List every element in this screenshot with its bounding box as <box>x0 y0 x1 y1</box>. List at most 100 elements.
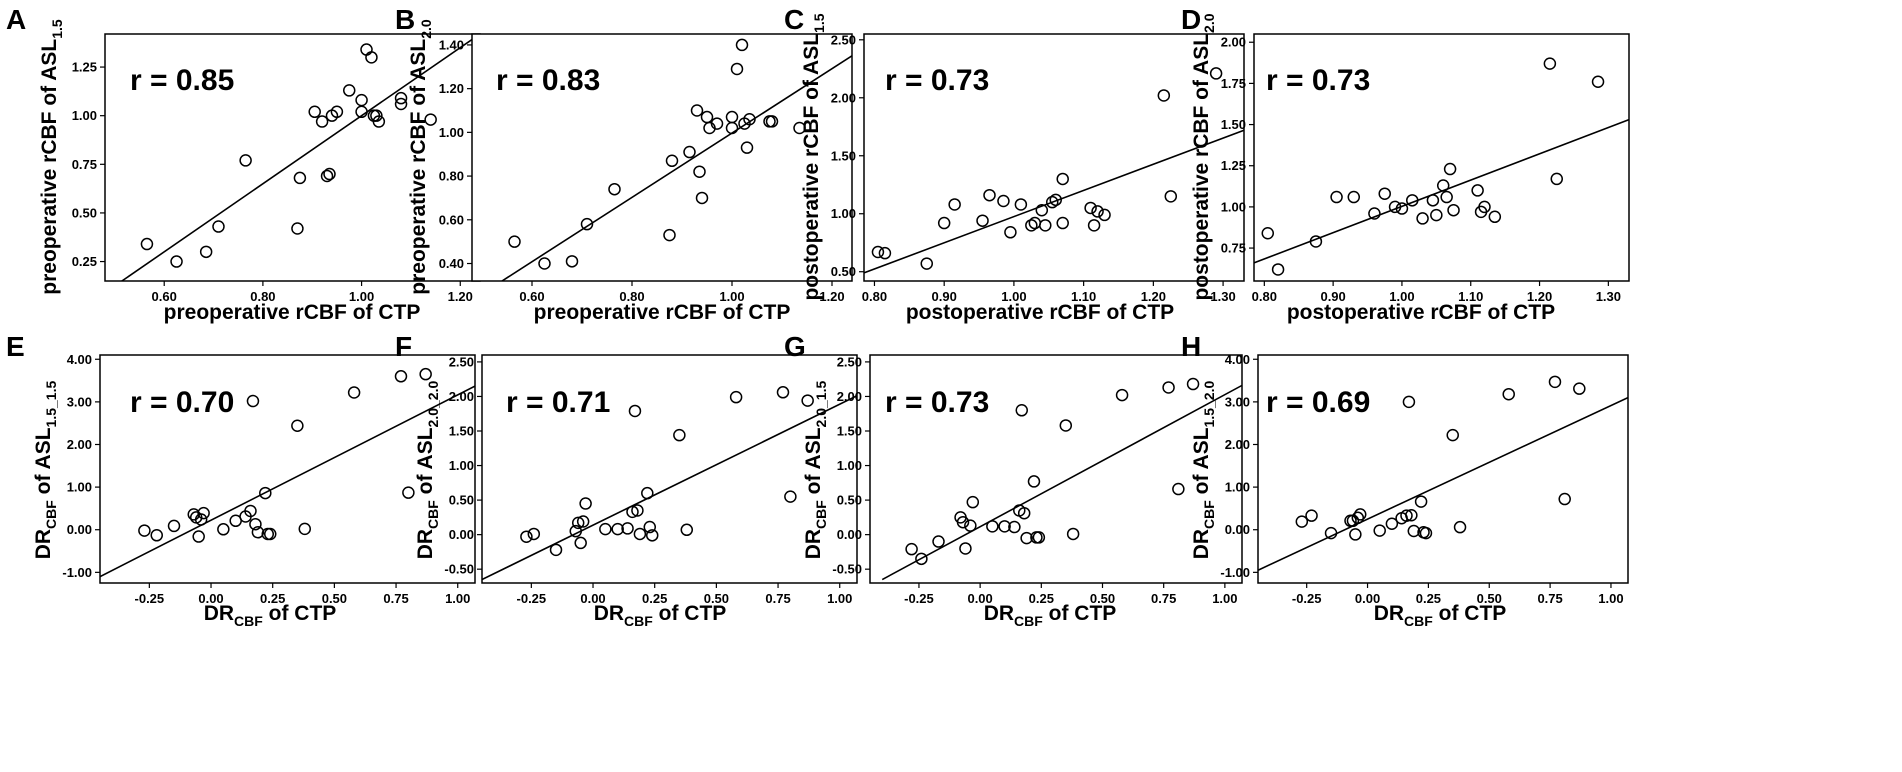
data-point <box>1004 226 1017 239</box>
x-tick-label: -0.25 <box>1292 591 1322 606</box>
data-point <box>394 91 408 105</box>
y-tick-label: 0.25 <box>72 254 97 269</box>
y-axis-title-sub2: 2.0_1.5 <box>813 381 829 428</box>
y-axis-title-main: postoperative rCBF of ASL <box>800 33 823 301</box>
data-point <box>729 390 743 404</box>
x-tick-label: -0.25 <box>517 591 547 606</box>
data-point <box>170 255 183 268</box>
y-tick-label: 1.50 <box>1221 117 1246 132</box>
data-point <box>291 419 304 432</box>
x-tick-label: 0.80 <box>862 289 887 304</box>
data-point <box>1056 216 1069 230</box>
panel-h: H -0.25 0.00 0.25 0.50 0.75 1.00 -1.00 0.00 1.00… <box>1181 331 1629 629</box>
data-point <box>1172 482 1185 496</box>
data-point <box>599 522 612 536</box>
data-point <box>1098 208 1111 222</box>
x-tick-label: 0.80 <box>1252 289 1277 304</box>
data-point <box>1015 404 1028 417</box>
data-point <box>986 520 999 533</box>
x-axis-title-tail: of CTP <box>1433 602 1507 625</box>
data-point <box>263 527 277 541</box>
y-axis-title-main: preoperative rCBF of ASL <box>38 39 61 295</box>
plot-area: -0.25 0.00 0.25 0.50 0.75 1.00 -1.00 0.00 1.00 2.… <box>1220 352 1628 606</box>
x-axis-title-main: DR <box>984 602 1014 625</box>
data-point <box>1164 190 1178 203</box>
y-tick-label: 0.75 <box>72 157 97 172</box>
panel-f: F -0.25 0.00 0.25 0.50 0.75 1.00 -0.50 0.00 0.50… <box>395 331 858 629</box>
data-point <box>683 145 696 159</box>
y-tick-label: 2.00 <box>837 389 862 404</box>
data-point <box>920 257 934 270</box>
data-point <box>394 370 408 383</box>
y-axis-title: postoperative rCBF of ASL2.0 <box>1190 13 1217 300</box>
data-point <box>626 505 639 519</box>
data-point <box>1453 520 1467 534</box>
data-point <box>643 520 657 534</box>
plot-area: 0.60 0.80 1.00 1.20 0.25 0.50 0.75 1.00 1.25 <box>72 34 480 304</box>
x-tick-label: 1.20 <box>448 289 473 304</box>
data-point <box>549 543 563 557</box>
y-tick-label: 2.00 <box>831 90 856 105</box>
x-axis-title-tail: of CTP <box>263 602 337 625</box>
y-tick-label: 2.50 <box>831 32 856 47</box>
y-axis-title: preoperative rCBF of ASL2.0 <box>407 19 434 295</box>
data-point <box>394 97 408 111</box>
data-point <box>1471 184 1484 197</box>
data-point <box>1558 492 1571 506</box>
data-point <box>693 165 706 178</box>
y-axis-title-main: preoperative rCBF of ASL <box>407 39 430 295</box>
plot-area: 0.80 0.90 1.00 1.10 1.20 1.30 0.50 1.00 1.50 2.00… <box>831 32 1244 304</box>
data-point <box>1017 506 1031 520</box>
y-tick-label: 1.40 <box>439 37 464 52</box>
data-point <box>633 527 647 541</box>
panel-letter: F <box>395 331 412 362</box>
y-axis-title: DRCBF of ASL1.5_1.5 <box>32 381 59 560</box>
data-point <box>1378 187 1391 200</box>
data-point <box>801 394 814 407</box>
correlation-label: r = 0.73 <box>1266 64 1370 97</box>
data-point <box>1330 190 1343 204</box>
data-point <box>527 527 541 541</box>
y-tick-label: 1.00 <box>72 108 97 123</box>
x-tick-label: 0.50 <box>1090 591 1115 606</box>
x-tick-label: 0.50 <box>1477 591 1502 606</box>
y-axis-title-sub2: 1.5_2.0 <box>1201 381 1217 428</box>
data-point <box>246 394 260 408</box>
y-tick-label: 1.00 <box>439 125 464 140</box>
data-point <box>997 194 1010 208</box>
data-point <box>680 523 694 537</box>
y-tick-label: 1.00 <box>831 206 856 221</box>
y-tick-label: 2.00 <box>449 389 474 404</box>
x-axis-title-main: DR <box>204 602 234 625</box>
panel-e: E -0.25 0.00 0.25 0.50 0.75 1.00 -1.00 0.00 1.00… <box>6 331 476 629</box>
data-point <box>1395 202 1409 215</box>
regression-line <box>501 55 852 281</box>
correlation-label: r = 0.70 <box>130 386 234 419</box>
x-tick-label: -0.25 <box>135 591 165 606</box>
x-tick-label: 1.00 <box>827 591 852 606</box>
x-tick-label: 0.25 <box>1029 591 1054 606</box>
y-tick-label: 2.50 <box>837 354 862 369</box>
y-tick-label: 0.60 <box>439 212 464 227</box>
x-tick-label: 1.00 <box>445 591 470 606</box>
data-point <box>641 486 654 500</box>
y-tick-label: 3.00 <box>67 394 92 409</box>
y-axis-title-sub2: 2.0_2.0 <box>425 381 441 428</box>
data-point <box>1548 375 1562 389</box>
plot-area: -0.25 0.00 0.25 0.50 0.75 1.00 -0.50 0.00 0.50 1.… <box>832 354 1242 606</box>
x-axis-title: preoperative rCBF of CTP <box>164 301 421 324</box>
y-axis-title-main: DR <box>802 529 825 559</box>
data-point <box>580 217 594 231</box>
data-point <box>1209 67 1223 80</box>
data-point <box>1309 235 1323 248</box>
plot-area: 0.60 0.80 1.00 1.20 0.40 0.60 0.80 1.00 1.20 1.40 <box>439 37 852 304</box>
data-point <box>323 167 336 181</box>
panel-letter: B <box>395 4 415 35</box>
y-tick-label: 0.50 <box>831 264 856 279</box>
x-axis-title: preoperative rCBF of CTP <box>534 301 791 324</box>
x-tick-label: 0.25 <box>1416 591 1441 606</box>
y-tick-label: 2.00 <box>1225 437 1250 452</box>
data-point <box>1032 531 1046 544</box>
data-point <box>167 519 181 533</box>
